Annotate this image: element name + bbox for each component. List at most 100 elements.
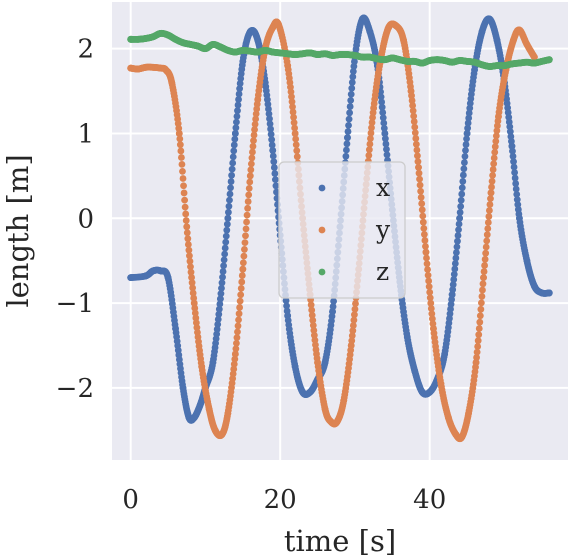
trail-point [230,141,238,149]
trail-point [178,154,185,161]
trail-point [368,124,375,132]
trail-point [349,327,357,335]
trail-point [383,145,390,153]
trail-point [309,321,317,329]
trail-point [221,250,229,258]
trail-point [231,355,239,363]
trail-point [243,211,251,219]
trail-point [350,316,358,324]
trail-point [383,151,391,159]
trail-point [366,140,374,148]
trail-point [484,225,492,232]
trail-point [236,85,244,93]
trail-point [330,297,337,305]
trail-point [246,178,254,186]
trail-point [307,301,315,309]
trail-point [423,260,431,268]
trail-point [348,84,356,92]
series-z [127,29,553,70]
trail-point [191,304,199,312]
trail-point [381,130,389,137]
series-y [127,18,538,443]
trail-point [456,214,464,222]
trail-point [234,328,241,336]
trail-point [419,218,427,226]
trail-point [448,291,456,299]
trail-point [187,263,194,271]
trail-point [342,152,350,160]
trail-point [344,128,352,135]
trail-point [417,194,425,201]
trail-point [510,158,517,166]
trail-point [481,262,488,269]
trail-point [378,98,386,106]
trail-point [188,279,196,287]
trail-point [459,171,467,179]
trail-point [412,140,420,148]
trail-point [346,103,354,110]
trail-point [349,73,357,81]
trail-point [186,257,194,265]
trail-point [229,159,237,167]
trail-point [349,322,357,329]
trail-point [423,254,430,262]
trail-point [487,189,495,197]
trail-point [237,284,245,292]
trail-point [454,237,461,245]
trail-point [465,114,473,122]
trail-point [235,96,242,103]
trail-point [512,185,520,193]
trail-point [415,169,423,177]
trail-point [449,286,457,294]
trail-point [214,315,222,323]
trail-point [458,190,466,198]
trail-point [409,102,417,109]
trail-point [492,132,500,140]
trail-point [351,305,359,313]
trail-point [222,238,230,246]
trail-point [177,147,185,155]
trail-point [179,175,187,182]
trail-point [288,98,296,106]
trail-point [348,79,356,86]
trail-point [489,166,497,173]
trail-point [289,108,297,116]
trail-point [379,109,387,116]
legend-label-x: x [376,173,390,202]
trail-point [380,119,388,127]
trail-point [343,140,351,148]
trail-point [348,337,356,345]
trail-point [480,268,488,275]
trail-point [426,288,434,296]
trail-point [268,141,276,149]
trail-point [230,147,238,155]
trail-point [412,135,420,142]
x-tick-label: 40 [413,485,446,515]
tick-labels: 0 20 40 −2 −1 0 1 2 [56,35,447,515]
trail-point [223,220,231,228]
trail-point [175,130,183,137]
trail-point [428,315,436,323]
trail-point [293,153,301,161]
trail-point [489,171,497,179]
trail-point [309,316,317,324]
trail-point [191,309,199,317]
trail-point [184,235,192,243]
trail-point [458,184,466,192]
trail-point [460,165,468,173]
trail-point [245,184,253,192]
trail-point [415,163,422,171]
trail-point [486,201,494,208]
trail-point [251,126,258,133]
x-axis-label: time [s] [284,524,396,558]
trail-point [455,226,462,234]
trail-point [473,354,480,361]
trail-point [343,146,350,154]
trail-point [229,153,237,161]
legend-label-z: z [376,257,389,286]
trail-point [382,140,390,148]
trail-point [293,147,301,155]
trail-point [491,143,499,151]
trail-point [454,232,462,239]
